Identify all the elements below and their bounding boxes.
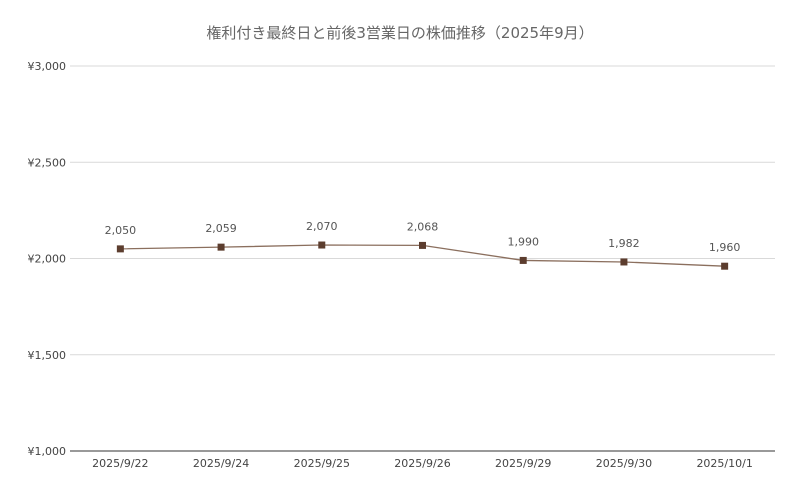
data-label: 1,990 xyxy=(507,235,539,248)
data-point xyxy=(318,241,326,249)
data-label: 2,059 xyxy=(205,222,237,235)
x-axis-ticks: 2025/9/22 2025/9/24 2025/9/25 2025/9/26 2025… xyxy=(92,457,753,470)
data-point xyxy=(217,243,225,251)
data-point xyxy=(519,256,527,264)
y-tick-label: ¥3,000 xyxy=(28,60,67,73)
chart-title: 権利付き最終日と前後3営業日の株価推移（2025年9月） xyxy=(206,24,594,42)
x-tick-label: 2025/9/24 xyxy=(193,457,249,470)
data-label: 2,050 xyxy=(105,224,137,237)
x-tick-label: 2025/9/26 xyxy=(394,457,450,470)
x-tick-label: 2025/9/22 xyxy=(92,457,148,470)
data-point xyxy=(721,262,729,270)
x-tick-label: 2025/10/1 xyxy=(696,457,752,470)
gridlines xyxy=(70,65,775,452)
data-point xyxy=(620,258,628,266)
y-axis-ticks: ¥1,000 ¥1,500 ¥2,000 ¥2,500 ¥3,000 xyxy=(28,60,67,458)
data-label: 2,070 xyxy=(306,220,338,233)
y-tick-label: ¥1,000 xyxy=(28,445,67,458)
x-tick-label: 2025/9/29 xyxy=(495,457,551,470)
data-labels: 2,050 2,059 2,070 2,068 1,990 1,982 1,960 xyxy=(105,220,741,254)
y-tick-label: ¥1,500 xyxy=(28,349,67,362)
data-label: 1,982 xyxy=(608,237,640,250)
data-label: 1,960 xyxy=(709,241,741,254)
data-label: 2,068 xyxy=(407,220,439,233)
y-tick-label: ¥2,500 xyxy=(28,156,67,169)
y-tick-label: ¥2,000 xyxy=(28,253,67,266)
data-point xyxy=(419,241,426,249)
data-point xyxy=(116,245,124,253)
x-tick-label: 2025/9/30 xyxy=(596,457,652,470)
series-layer xyxy=(116,241,729,270)
x-tick-label: 2025/9/25 xyxy=(294,457,350,470)
